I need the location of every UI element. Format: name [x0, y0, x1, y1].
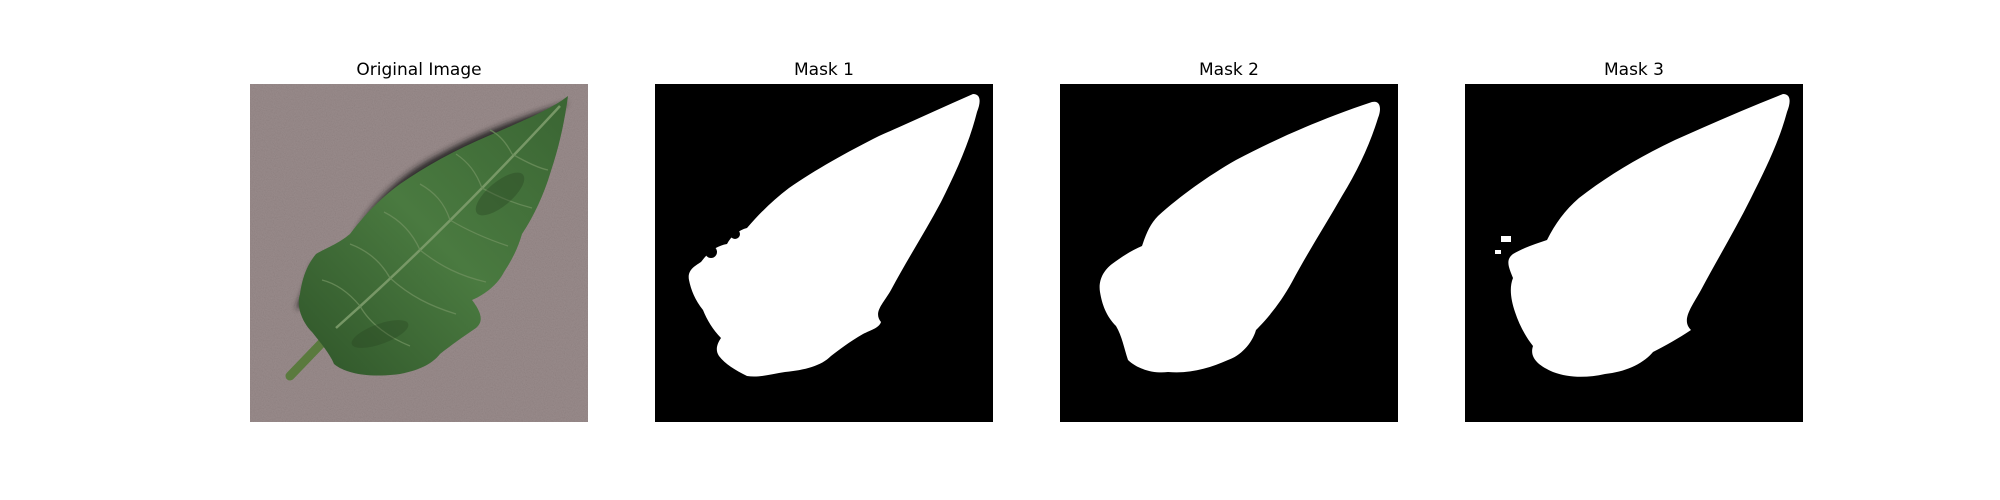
mask-3-region	[1508, 94, 1790, 377]
mask-3-title: Mask 3	[1603, 60, 1664, 80]
mask-1-title: Mask 1	[793, 60, 854, 80]
mask-3-image	[1465, 84, 1803, 422]
leaf-veins	[321, 129, 549, 347]
mask-2-title: Mask 2	[1198, 60, 1259, 80]
original-image-title: Original Image	[356, 60, 482, 80]
mask-1-region	[688, 94, 980, 377]
mask-2-image	[1060, 84, 1398, 422]
leaf-midrib	[335, 105, 561, 329]
leaf-photo	[250, 84, 588, 422]
mask-2-region	[1099, 101, 1380, 373]
mask-1-image	[655, 84, 993, 422]
